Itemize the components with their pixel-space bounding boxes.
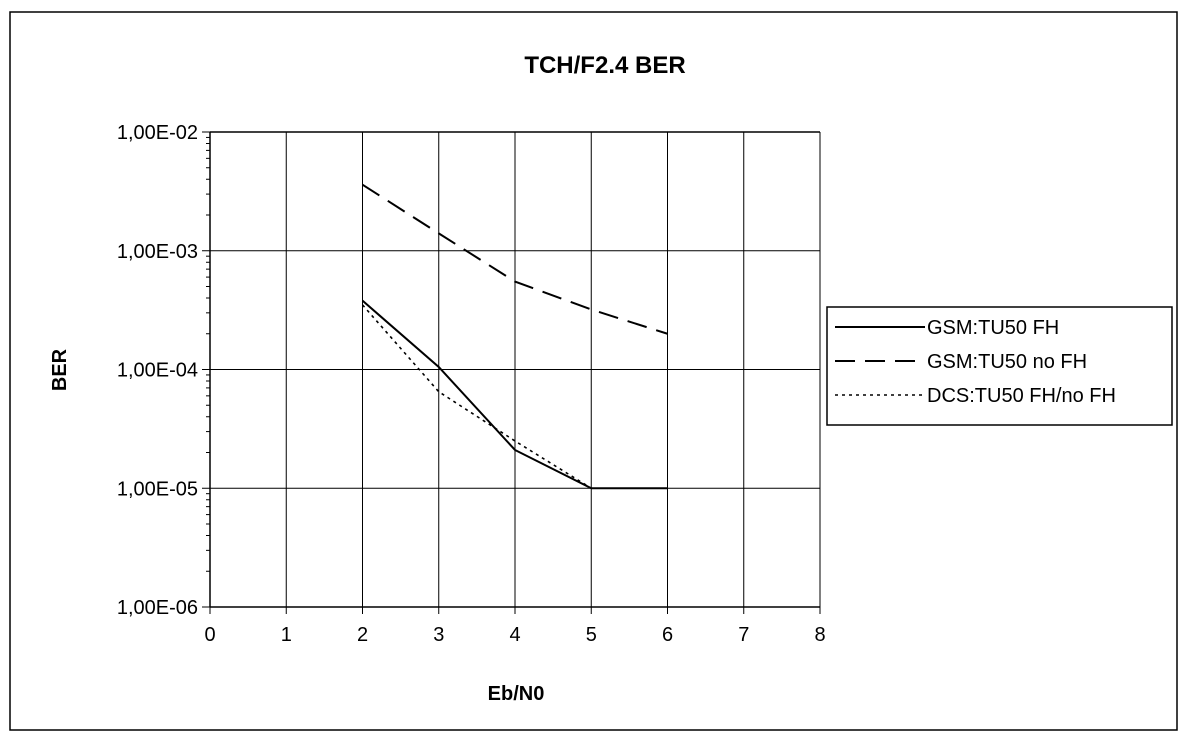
- y-tick-label: 1,00E-05: [117, 478, 198, 500]
- chart-title: TCH/F2.4 BER: [524, 52, 685, 79]
- y-tick-label: 1,00E-02: [117, 122, 198, 144]
- x-tick-label: 7: [738, 624, 749, 646]
- series-line-2: [361, 183, 668, 335]
- legend-label: GSM:TU50 FH: [927, 317, 1059, 339]
- x-axis-title: Eb/N0: [488, 683, 545, 705]
- x-tick-label: 6: [662, 624, 673, 646]
- x-tick-label: 3: [433, 624, 444, 646]
- x-tick-label: 1: [281, 624, 292, 646]
- plot-area: 1,00E-06 1,00E-05 1,00E-04 1,00E-03 1,00E-02…: [117, 122, 826, 646]
- legend-label: DCS:TU50 FH/no FH: [927, 385, 1116, 407]
- series-line-3: [361, 304, 668, 490]
- y-tick-label: 1,00E-04: [117, 360, 198, 382]
- y-axis-title: BER: [49, 348, 71, 391]
- legend: GSM:TU50 FH GSM:TU50 no FH DCS:TU50 FH/no …: [826, 306, 1173, 426]
- x-tick-label: 8: [814, 624, 825, 646]
- y-tick-label: 1,00E-06: [117, 597, 198, 619]
- x-tick-label: 0: [204, 624, 215, 646]
- legend-label: GSM:TU50 no FH: [927, 351, 1087, 373]
- y-tick-label: 1,00E-03: [117, 241, 198, 263]
- series-line-1: [361, 299, 668, 490]
- x-tick-label: 2: [357, 624, 368, 646]
- x-tick-label: 5: [586, 624, 597, 646]
- x-tick-label: 4: [509, 624, 520, 646]
